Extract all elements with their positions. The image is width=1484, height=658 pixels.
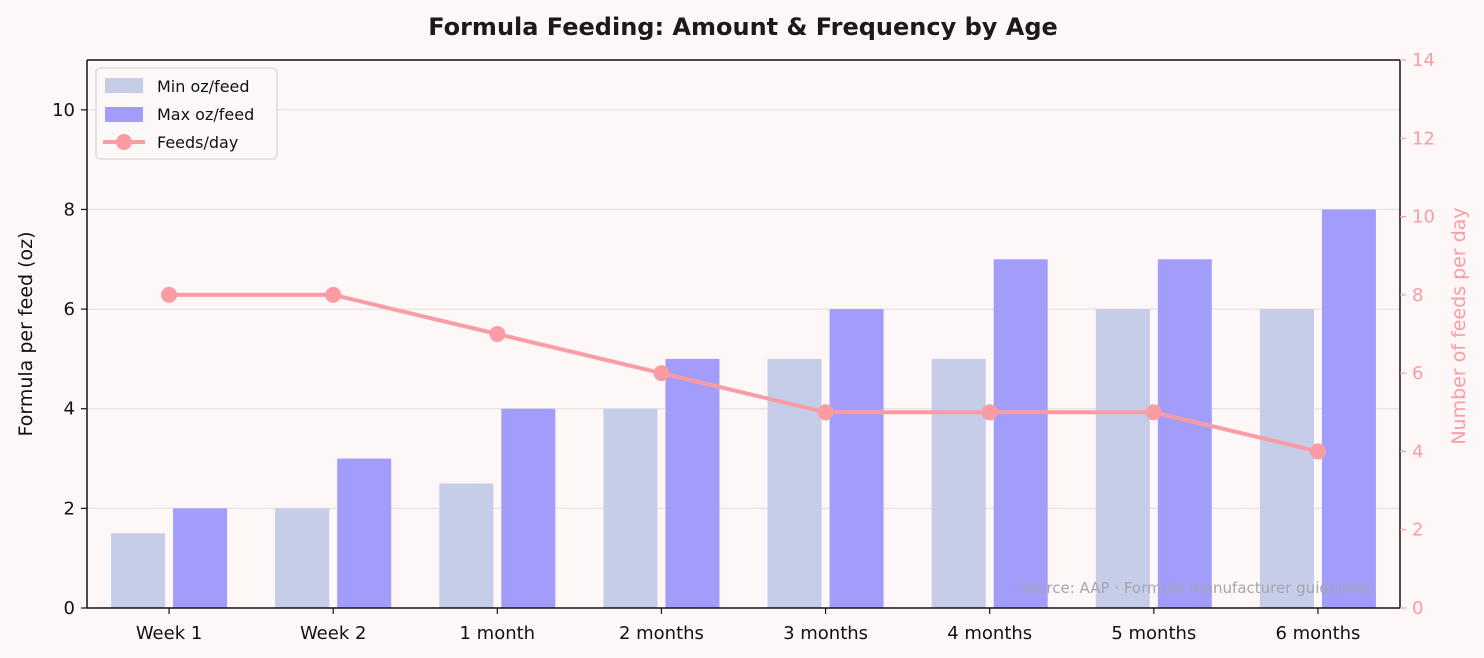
- bar-min-oz: [603, 408, 658, 608]
- y-right-tick-label: 6: [1412, 363, 1423, 384]
- x-tick-label: 2 months: [619, 623, 704, 644]
- y-tick-label: 2: [64, 498, 75, 519]
- y-tick-label: 4: [64, 399, 75, 420]
- feeds-point: [325, 286, 342, 303]
- feeds-line-path: [169, 292, 1319, 454]
- y-tick-label: 8: [64, 199, 75, 220]
- bar-max-oz: [829, 309, 884, 608]
- bar-max-oz: [501, 408, 556, 608]
- y-axis-label-left: Formula per feed (oz): [15, 231, 37, 436]
- legend: Min oz/feed Max oz/feed Feeds/day: [95, 67, 278, 160]
- x-tick-label: Week 2: [300, 623, 367, 644]
- y-tick-label: 10: [52, 100, 75, 121]
- y-right-tick-label: 12: [1412, 128, 1435, 149]
- bar-min-oz: [275, 508, 330, 608]
- feeds-point: [981, 404, 998, 421]
- feeds-line: [161, 286, 1326, 460]
- x-tick-label: 4 months: [947, 623, 1032, 644]
- bar-min-oz: [1259, 309, 1314, 608]
- x-tick-label: 3 months: [783, 623, 868, 644]
- chart-title: Formula Feeding: Amount & Frequency by A…: [428, 13, 1058, 41]
- y-tick-label: 6: [64, 299, 75, 320]
- axes: [86, 59, 1401, 609]
- feeds-point: [1145, 404, 1162, 421]
- y-right-tick-label: 10: [1412, 207, 1435, 228]
- y-right-tick-label: 14: [1412, 50, 1435, 71]
- bar-min-oz: [1095, 309, 1150, 608]
- legend-marker: [116, 134, 132, 150]
- bar-max-oz: [1321, 209, 1376, 609]
- legend-label-max: Max oz/feed: [157, 105, 254, 124]
- bar-min-oz: [931, 358, 986, 608]
- feeds-point: [1309, 443, 1326, 460]
- x-tick-label: 1 month: [460, 623, 536, 644]
- y-tick-label: 0: [64, 598, 75, 619]
- source-annotation: Source: AAP · Formula manufacturer guide…: [1018, 579, 1373, 597]
- y-right-tick-label: 4: [1412, 441, 1423, 462]
- x-tick-label: 5 months: [1111, 623, 1196, 644]
- y-right-tick-label: 2: [1412, 520, 1423, 541]
- ticks: 0 2 4 6 8 10 0 2 4 6 8 10 12 14 Week 1 Week 2 1 month 2 m…: [52, 50, 1435, 644]
- y-right-tick-label: 8: [1412, 285, 1423, 306]
- legend-label-min: Min oz/feed: [157, 77, 250, 96]
- bar-min-oz: [439, 483, 494, 608]
- bar-max-oz: [173, 508, 228, 608]
- feeds-point: [489, 326, 506, 342]
- feeds-point: [161, 286, 178, 303]
- legend-swatch-max: [105, 107, 143, 122]
- y-right-tick-label: 0: [1412, 598, 1423, 619]
- legend-label-feeds: Feeds/day: [157, 133, 238, 152]
- bar-min-oz: [111, 533, 166, 608]
- bars: [111, 209, 1376, 609]
- x-tick-label: 6 months: [1275, 623, 1360, 644]
- x-tick-label: Week 1: [136, 623, 203, 644]
- bar-max-oz: [665, 358, 720, 608]
- feeds-point: [653, 365, 670, 382]
- bar-max-oz: [993, 259, 1048, 608]
- bar-max-oz: [1157, 259, 1212, 608]
- y-axis-label-right: Number of feeds per day: [1448, 207, 1470, 444]
- bar-max-oz: [337, 458, 392, 608]
- legend-swatch-min: [105, 78, 143, 93]
- bar-min-oz: [767, 358, 822, 608]
- feeds-point: [817, 404, 834, 421]
